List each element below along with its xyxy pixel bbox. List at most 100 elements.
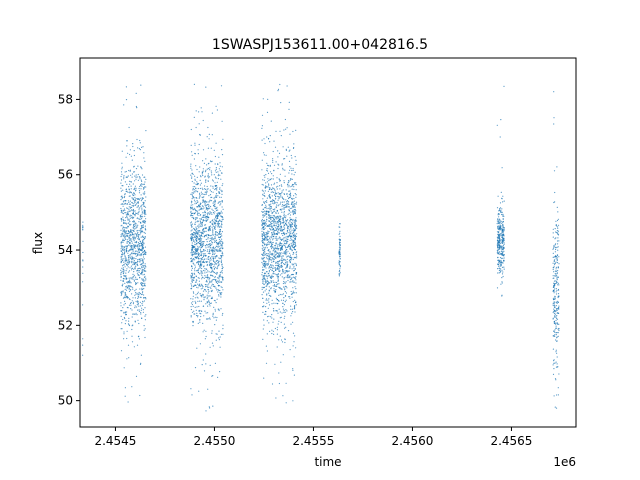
data-point bbox=[554, 262, 556, 264]
data-point bbox=[213, 250, 215, 252]
data-point bbox=[197, 269, 199, 271]
data-point bbox=[284, 270, 286, 272]
data-point bbox=[136, 314, 138, 316]
data-point bbox=[295, 201, 298, 203]
data-point bbox=[277, 279, 279, 281]
data-point bbox=[217, 246, 219, 248]
data-point bbox=[274, 273, 276, 275]
data-point bbox=[141, 146, 143, 148]
data-point bbox=[135, 178, 137, 180]
data-point bbox=[278, 265, 280, 267]
data-point bbox=[130, 185, 132, 187]
data-point bbox=[123, 231, 126, 233]
data-point bbox=[286, 241, 288, 243]
data-point bbox=[270, 281, 272, 283]
data-point bbox=[273, 267, 275, 269]
data-point bbox=[191, 225, 193, 227]
data-point bbox=[217, 209, 219, 211]
data-point bbox=[197, 237, 199, 239]
data-point bbox=[126, 264, 128, 266]
data-point bbox=[207, 286, 209, 288]
data-point bbox=[132, 217, 134, 220]
data-point bbox=[197, 297, 199, 299]
data-point bbox=[267, 172, 270, 174]
data-point bbox=[193, 236, 195, 238]
data-point bbox=[287, 245, 289, 247]
data-point bbox=[145, 270, 147, 272]
data-point bbox=[215, 171, 217, 173]
data-point bbox=[125, 222, 127, 224]
data-point bbox=[498, 260, 500, 262]
data-point bbox=[276, 275, 278, 277]
data-point bbox=[279, 248, 282, 250]
data-point bbox=[289, 186, 291, 188]
data-point bbox=[280, 244, 282, 246]
data-point bbox=[124, 293, 126, 295]
data-point bbox=[133, 223, 136, 225]
data-point bbox=[139, 363, 142, 365]
data-point bbox=[197, 254, 200, 256]
data-point bbox=[291, 312, 293, 314]
data-point bbox=[134, 290, 136, 292]
data-point bbox=[82, 227, 84, 229]
data-point bbox=[201, 224, 203, 226]
data-point bbox=[211, 375, 213, 377]
data-point bbox=[125, 277, 127, 279]
data-point bbox=[195, 253, 197, 255]
data-point bbox=[211, 208, 213, 210]
data-point bbox=[124, 209, 126, 211]
data-point bbox=[135, 174, 137, 176]
data-point bbox=[199, 214, 202, 216]
data-point bbox=[204, 289, 206, 291]
data-point bbox=[130, 289, 132, 291]
data-point bbox=[557, 218, 560, 220]
data-point bbox=[123, 178, 125, 180]
data-point bbox=[218, 231, 220, 233]
data-point bbox=[339, 256, 341, 258]
data-point bbox=[140, 255, 142, 257]
data-point bbox=[278, 270, 280, 272]
data-point bbox=[141, 266, 143, 268]
data-point bbox=[199, 261, 201, 263]
data-point bbox=[263, 179, 265, 181]
data-point bbox=[220, 250, 222, 252]
data-point bbox=[269, 206, 271, 208]
data-point bbox=[200, 315, 202, 318]
data-point bbox=[142, 258, 144, 261]
data-point bbox=[138, 271, 140, 273]
data-point bbox=[120, 310, 122, 312]
data-point bbox=[269, 165, 271, 167]
data-point bbox=[273, 183, 275, 185]
data-point bbox=[199, 218, 201, 220]
data-point bbox=[133, 257, 135, 259]
data-point bbox=[202, 331, 204, 333]
data-point bbox=[265, 201, 267, 203]
data-point bbox=[221, 264, 223, 266]
data-point bbox=[121, 310, 123, 312]
data-point bbox=[197, 263, 200, 266]
data-point bbox=[288, 235, 290, 237]
data-point bbox=[284, 341, 286, 344]
data-point bbox=[280, 262, 282, 264]
data-point bbox=[134, 180, 136, 182]
data-point bbox=[202, 172, 204, 174]
data-point bbox=[293, 174, 295, 176]
data-point bbox=[218, 232, 221, 234]
data-point bbox=[203, 299, 205, 301]
data-point bbox=[212, 232, 214, 234]
data-point bbox=[271, 222, 273, 224]
data-point bbox=[202, 242, 204, 244]
data-point bbox=[283, 286, 285, 288]
data-point bbox=[126, 245, 128, 247]
data-point bbox=[193, 213, 195, 215]
data-point bbox=[286, 270, 288, 272]
data-point bbox=[214, 182, 216, 184]
data-point bbox=[266, 207, 268, 210]
data-point bbox=[265, 237, 267, 239]
data-point bbox=[292, 211, 294, 213]
data-point bbox=[277, 268, 279, 270]
data-point bbox=[208, 261, 211, 263]
data-point bbox=[212, 191, 214, 193]
data-point bbox=[192, 262, 194, 264]
data-point bbox=[265, 154, 267, 156]
